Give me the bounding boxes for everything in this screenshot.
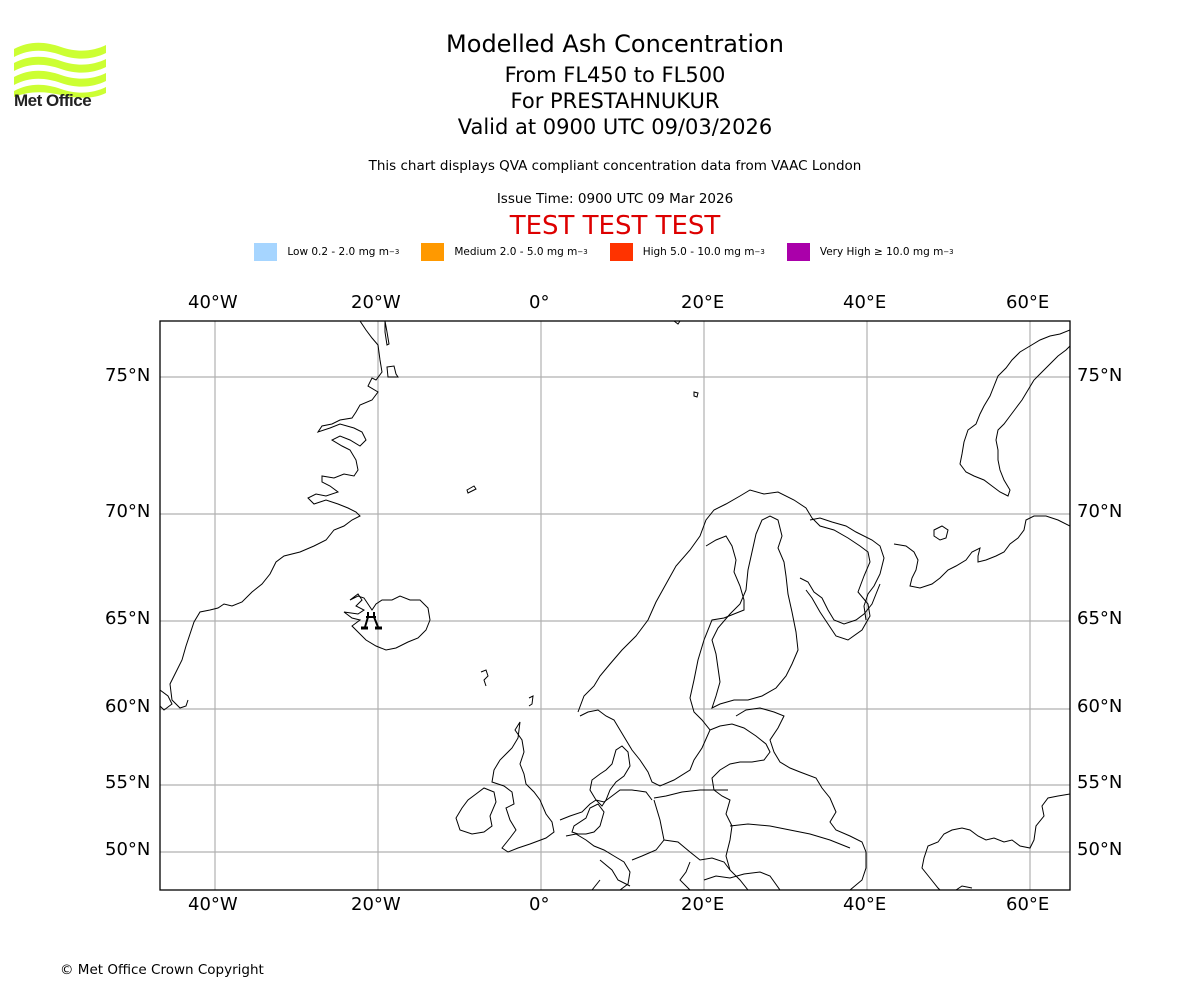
met-office-logo-text: Met Office: [14, 91, 92, 110]
lat-label-right-55n: 55°N: [1077, 772, 1123, 793]
lon-label-bottom-60e: 60°E: [1006, 894, 1050, 915]
lon-label-top-20e: 20°E: [681, 292, 725, 313]
volcano-icon: [361, 612, 382, 630]
continental-borders: [735, 707, 867, 890]
lon-label-top-20w: 20°W: [351, 292, 401, 313]
lon-label-bottom-20e: 20°E: [681, 894, 725, 915]
concentration-legend: Low 0.2 - 2.0 mg m −3 Medium 2.0 - 5.0 mg…: [0, 243, 1200, 261]
legend-item-very-high: Very High ≥ 10.0 mg m −3: [786, 243, 954, 261]
lat-label-left-60n: 60°N: [105, 696, 151, 717]
scandinavia-coast: [577, 489, 871, 713]
lat-label-right-75n: 75°N: [1077, 365, 1123, 386]
lat-label-left-50n: 50°N: [105, 839, 151, 860]
legend-swatch-very-high: [786, 243, 810, 261]
flight-level-range: From FL450 to FL500: [504, 63, 726, 87]
legend-swatch-low: [254, 243, 278, 261]
ireland-coast: [455, 787, 497, 835]
lon-label-top-40e: 40°E: [843, 292, 887, 313]
lat-label-left-65n: 65°N: [105, 608, 151, 629]
lat-label-left-55n: 55°N: [105, 772, 151, 793]
lat-label-right-60n: 60°N: [1077, 696, 1123, 717]
lon-label-bottom-40e: 40°E: [843, 894, 887, 915]
lon-label-bottom-20w: 20°W: [351, 894, 401, 915]
chart-description: This chart displays QVA compliant concen…: [368, 158, 862, 174]
volcano-name: For PRESTAHNUKUR: [510, 89, 720, 113]
russia-north-coast: [893, 515, 1070, 589]
kola-peninsula-coast: [809, 517, 885, 621]
lat-label-right-65n: 65°N: [1077, 608, 1123, 629]
test-banner: TEST TEST TEST: [509, 211, 721, 241]
valid-time: Valid at 0900 UTC 09/03/2026: [457, 115, 773, 139]
legend-item-low: Low 0.2 - 2.0 mg m −3: [254, 243, 399, 261]
legend-item-medium: Medium 2.0 - 5.0 mg m −3: [421, 243, 588, 261]
coastlines: [160, 321, 1070, 890]
finland-russia-border: [711, 515, 799, 709]
great-britain-coast: [491, 721, 555, 853]
met-office-logo: [14, 42, 106, 98]
lon-label-bottom-0: 0°: [529, 894, 550, 915]
lon-label-top-40w: 40°W: [188, 292, 238, 313]
copyright-notice: © Met Office Crown Copyright: [60, 962, 264, 978]
legend-item-high: High 5.0 - 10.0 mg m −3: [609, 243, 765, 261]
lat-label-left-75n: 75°N: [105, 365, 151, 386]
lat-label-right-50n: 50°N: [1077, 839, 1123, 860]
issue-time: Issue Time: 0900 UTC 09 Mar 2026: [496, 191, 734, 207]
lon-label-top-0: 0°: [529, 292, 550, 313]
lon-label-top-60e: 60°E: [1006, 292, 1050, 313]
graticule: [160, 321, 1070, 890]
iceland-coast: [343, 593, 431, 651]
east-coast-lower: [921, 793, 1070, 890]
legend-swatch-high: [609, 243, 633, 261]
map-frame: [159, 320, 1071, 891]
white-sea-coast: [799, 577, 881, 625]
sweden-finland-border: [579, 535, 745, 787]
legend-swatch-medium: [421, 243, 445, 261]
lat-label-right-70n: 70°N: [1077, 501, 1123, 522]
denmark-coast: [589, 745, 631, 807]
chart-title: Modelled Ash Concentration: [446, 30, 784, 58]
lat-label-left-70n: 70°N: [105, 501, 151, 522]
novaya-zemlya-coast: [959, 329, 1070, 497]
lon-label-bottom-40w: 40°W: [188, 894, 238, 915]
greenland-coast: [169, 321, 383, 709]
